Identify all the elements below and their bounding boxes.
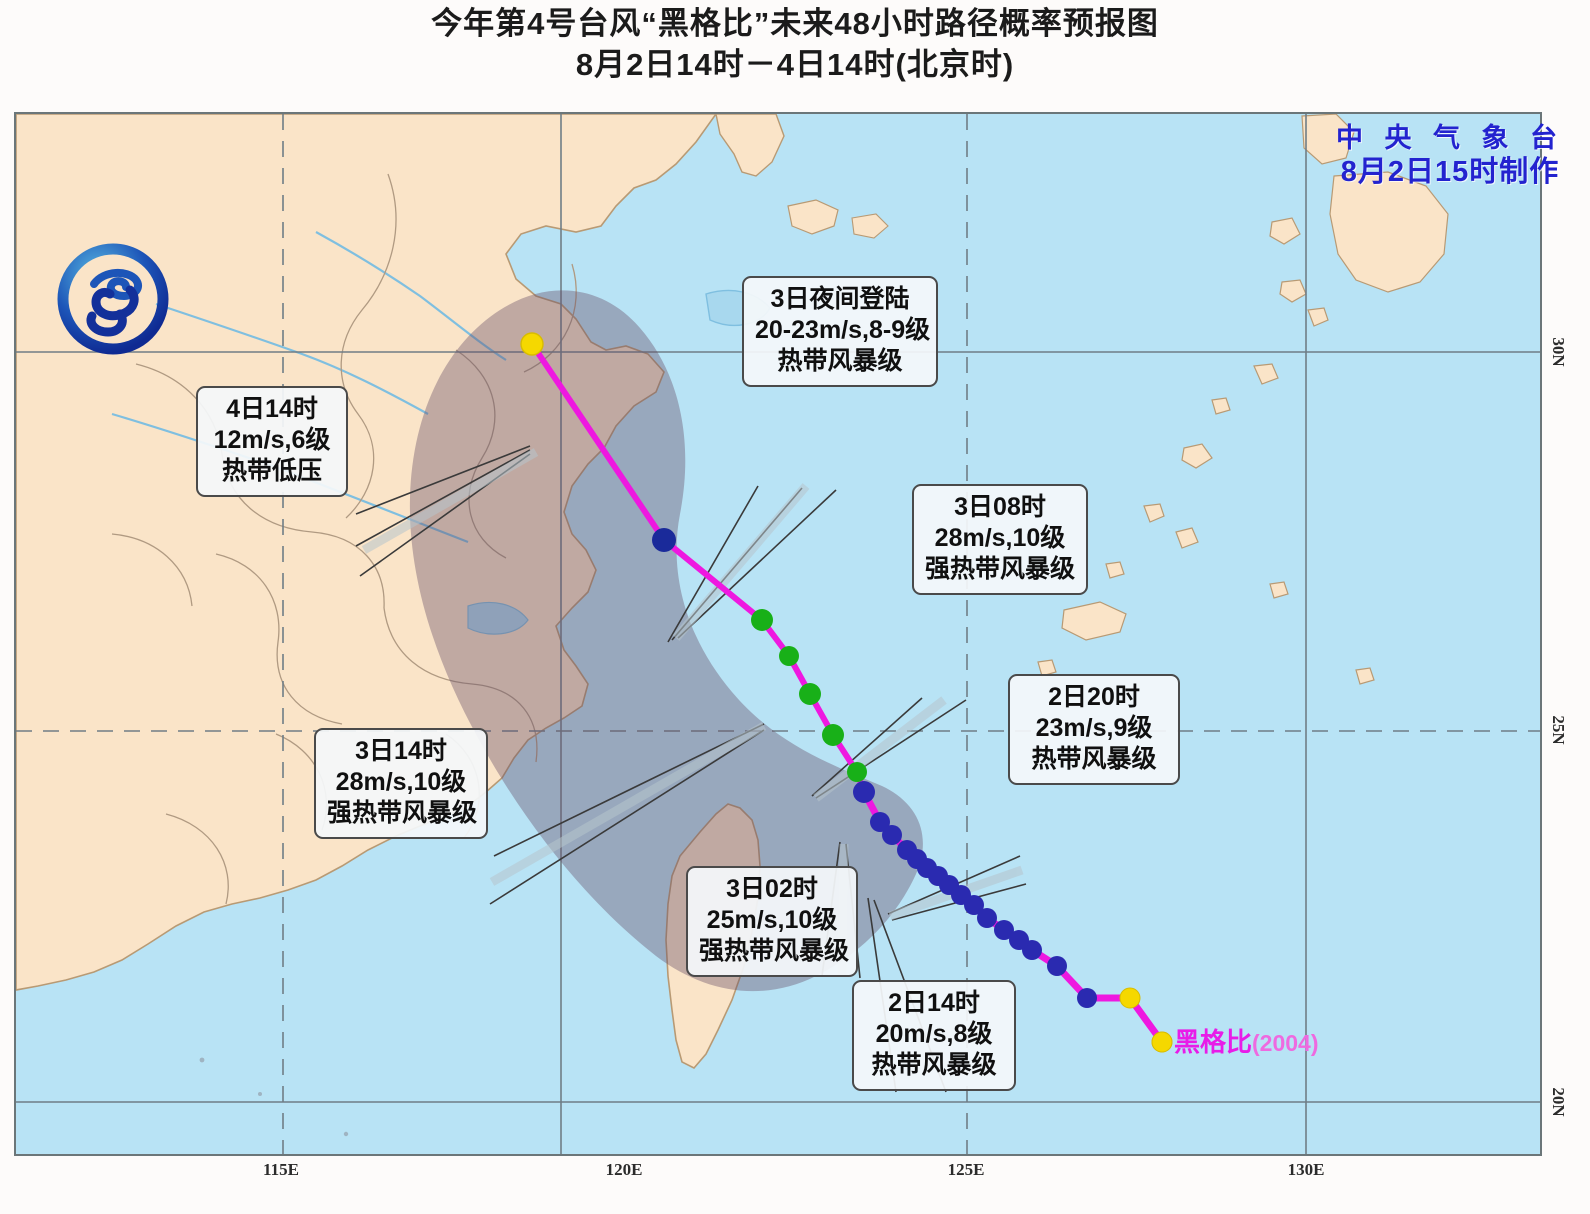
agency-name: 中 央 气 象 台 (1335, 123, 1564, 153)
page-title: 今年第4号台风“黑格比”未来48小时路径概率预报图 8月2日14时－4日14时(… (0, 4, 1590, 86)
callout-line: 3日02时 (726, 875, 818, 903)
callout-line: 25m/s,10级 (706, 906, 838, 934)
cma-dragon-logo (57, 243, 169, 355)
callout-line: 强热带风暴级 (699, 937, 850, 965)
callout-3rd-1400[interactable]: 3日14时 28m/s,10级 强热带风暴级 (314, 728, 488, 839)
callout-line: 12m/s,6级 (213, 426, 331, 454)
historical-track-markers (870, 812, 1173, 1053)
callout-line: 28m/s,10级 (335, 768, 467, 796)
small-island-ne (787, 199, 839, 235)
map-canvas (16, 114, 1540, 1154)
callout-line: 热带风暴级 (871, 1051, 997, 1079)
callout-line: 热带风暴级 (1031, 745, 1157, 773)
y-axis-label-20n: 20N (1549, 1087, 1568, 1117)
callout-line: 3日14时 (355, 737, 447, 765)
typhoon-track-map[interactable] (14, 112, 1542, 1156)
callout-3rd-0200[interactable]: 3日02时 25m/s,10级 强热带风暴级 (686, 866, 858, 977)
storm-name-label: 黑格比(2004) (1174, 1022, 1319, 1059)
callout-line: 20m/s,8级 (875, 1020, 993, 1048)
storm-name-text: 黑格比 (1174, 1027, 1253, 1057)
x-axis-label-120e: 120E (605, 1160, 643, 1179)
callout-line: 4日14时 (226, 395, 318, 423)
agency-issue-time: 8月2日15时制作 (1340, 155, 1560, 188)
callout-line: 20-23m/s,8-9级 (755, 316, 931, 344)
callout-line: 2日20时 (1048, 683, 1140, 711)
tiny-island (343, 1131, 349, 1137)
marker-2nd-1400 (853, 781, 875, 803)
callout-line: 强热带风暴级 (327, 799, 478, 827)
callout-line: 强热带风暴级 (925, 555, 1076, 583)
title-line-2: 8月2日14时－4日14时(北京时) (575, 46, 1015, 82)
x-axis-label-125e: 125E (947, 1160, 985, 1179)
korea-landmass (715, 114, 785, 177)
marker-landfall (652, 528, 676, 552)
callout-2nd-1400[interactable]: 2日14时 20m/s,8级 热带风暴级 (852, 980, 1016, 1091)
tiny-island (258, 1092, 262, 1096)
callout-line: 2日14时 (888, 989, 980, 1017)
y-axis-label-25n: 25N (1549, 715, 1568, 745)
x-axis-label-115e: 115E (263, 1160, 299, 1179)
forecast-track-markers (520, 332, 875, 803)
callout-line: 热带低压 (221, 457, 322, 485)
y-axis-label-30n: 30N (1549, 337, 1568, 367)
genesis-marker (1151, 1031, 1173, 1053)
callout-line: 23m/s,9级 (1035, 714, 1153, 742)
small-island-ne-2 (851, 213, 889, 239)
callout-4th-1400[interactable]: 4日14时 12m/s,6级 热带低压 (196, 386, 348, 497)
forecast-probability-cone (409, 290, 923, 992)
callout-landfall-night-3rd[interactable]: 3日夜间登陆 20-23m/s,8-9级 热带风暴级 (742, 276, 938, 387)
callout-line: 28m/s,10级 (934, 524, 1066, 552)
agency-stamp: 中 央 气 象 台 8月2日15时制作 (1336, 122, 1564, 190)
tiny-island (199, 1057, 205, 1063)
ryukyu-island-chain (1037, 114, 1449, 685)
lake-2 (467, 601, 529, 635)
callout-2nd-2000[interactable]: 2日20时 23m/s,9级 热带风暴级 (1008, 674, 1180, 785)
marker-4th-1400 (520, 332, 544, 356)
callout-line: 热带风暴级 (777, 347, 903, 375)
title-line-1: 今年第4号台风“黑格比”未来48小时路径概率预报图 (431, 6, 1159, 41)
marker-3rd-0200 (822, 724, 844, 746)
callout-3rd-0800[interactable]: 3日08时 28m/s,10级 强热带风暴级 (912, 484, 1088, 595)
marker-3rd-1400 (751, 609, 773, 631)
marker-3rd-0800 (799, 683, 821, 705)
storm-number: (2004) (1252, 1030, 1319, 1056)
callout-line: 3日夜间登陆 (770, 285, 910, 313)
callout-line: 3日08时 (954, 493, 1046, 521)
x-axis-label-130e: 130E (1287, 1160, 1325, 1179)
